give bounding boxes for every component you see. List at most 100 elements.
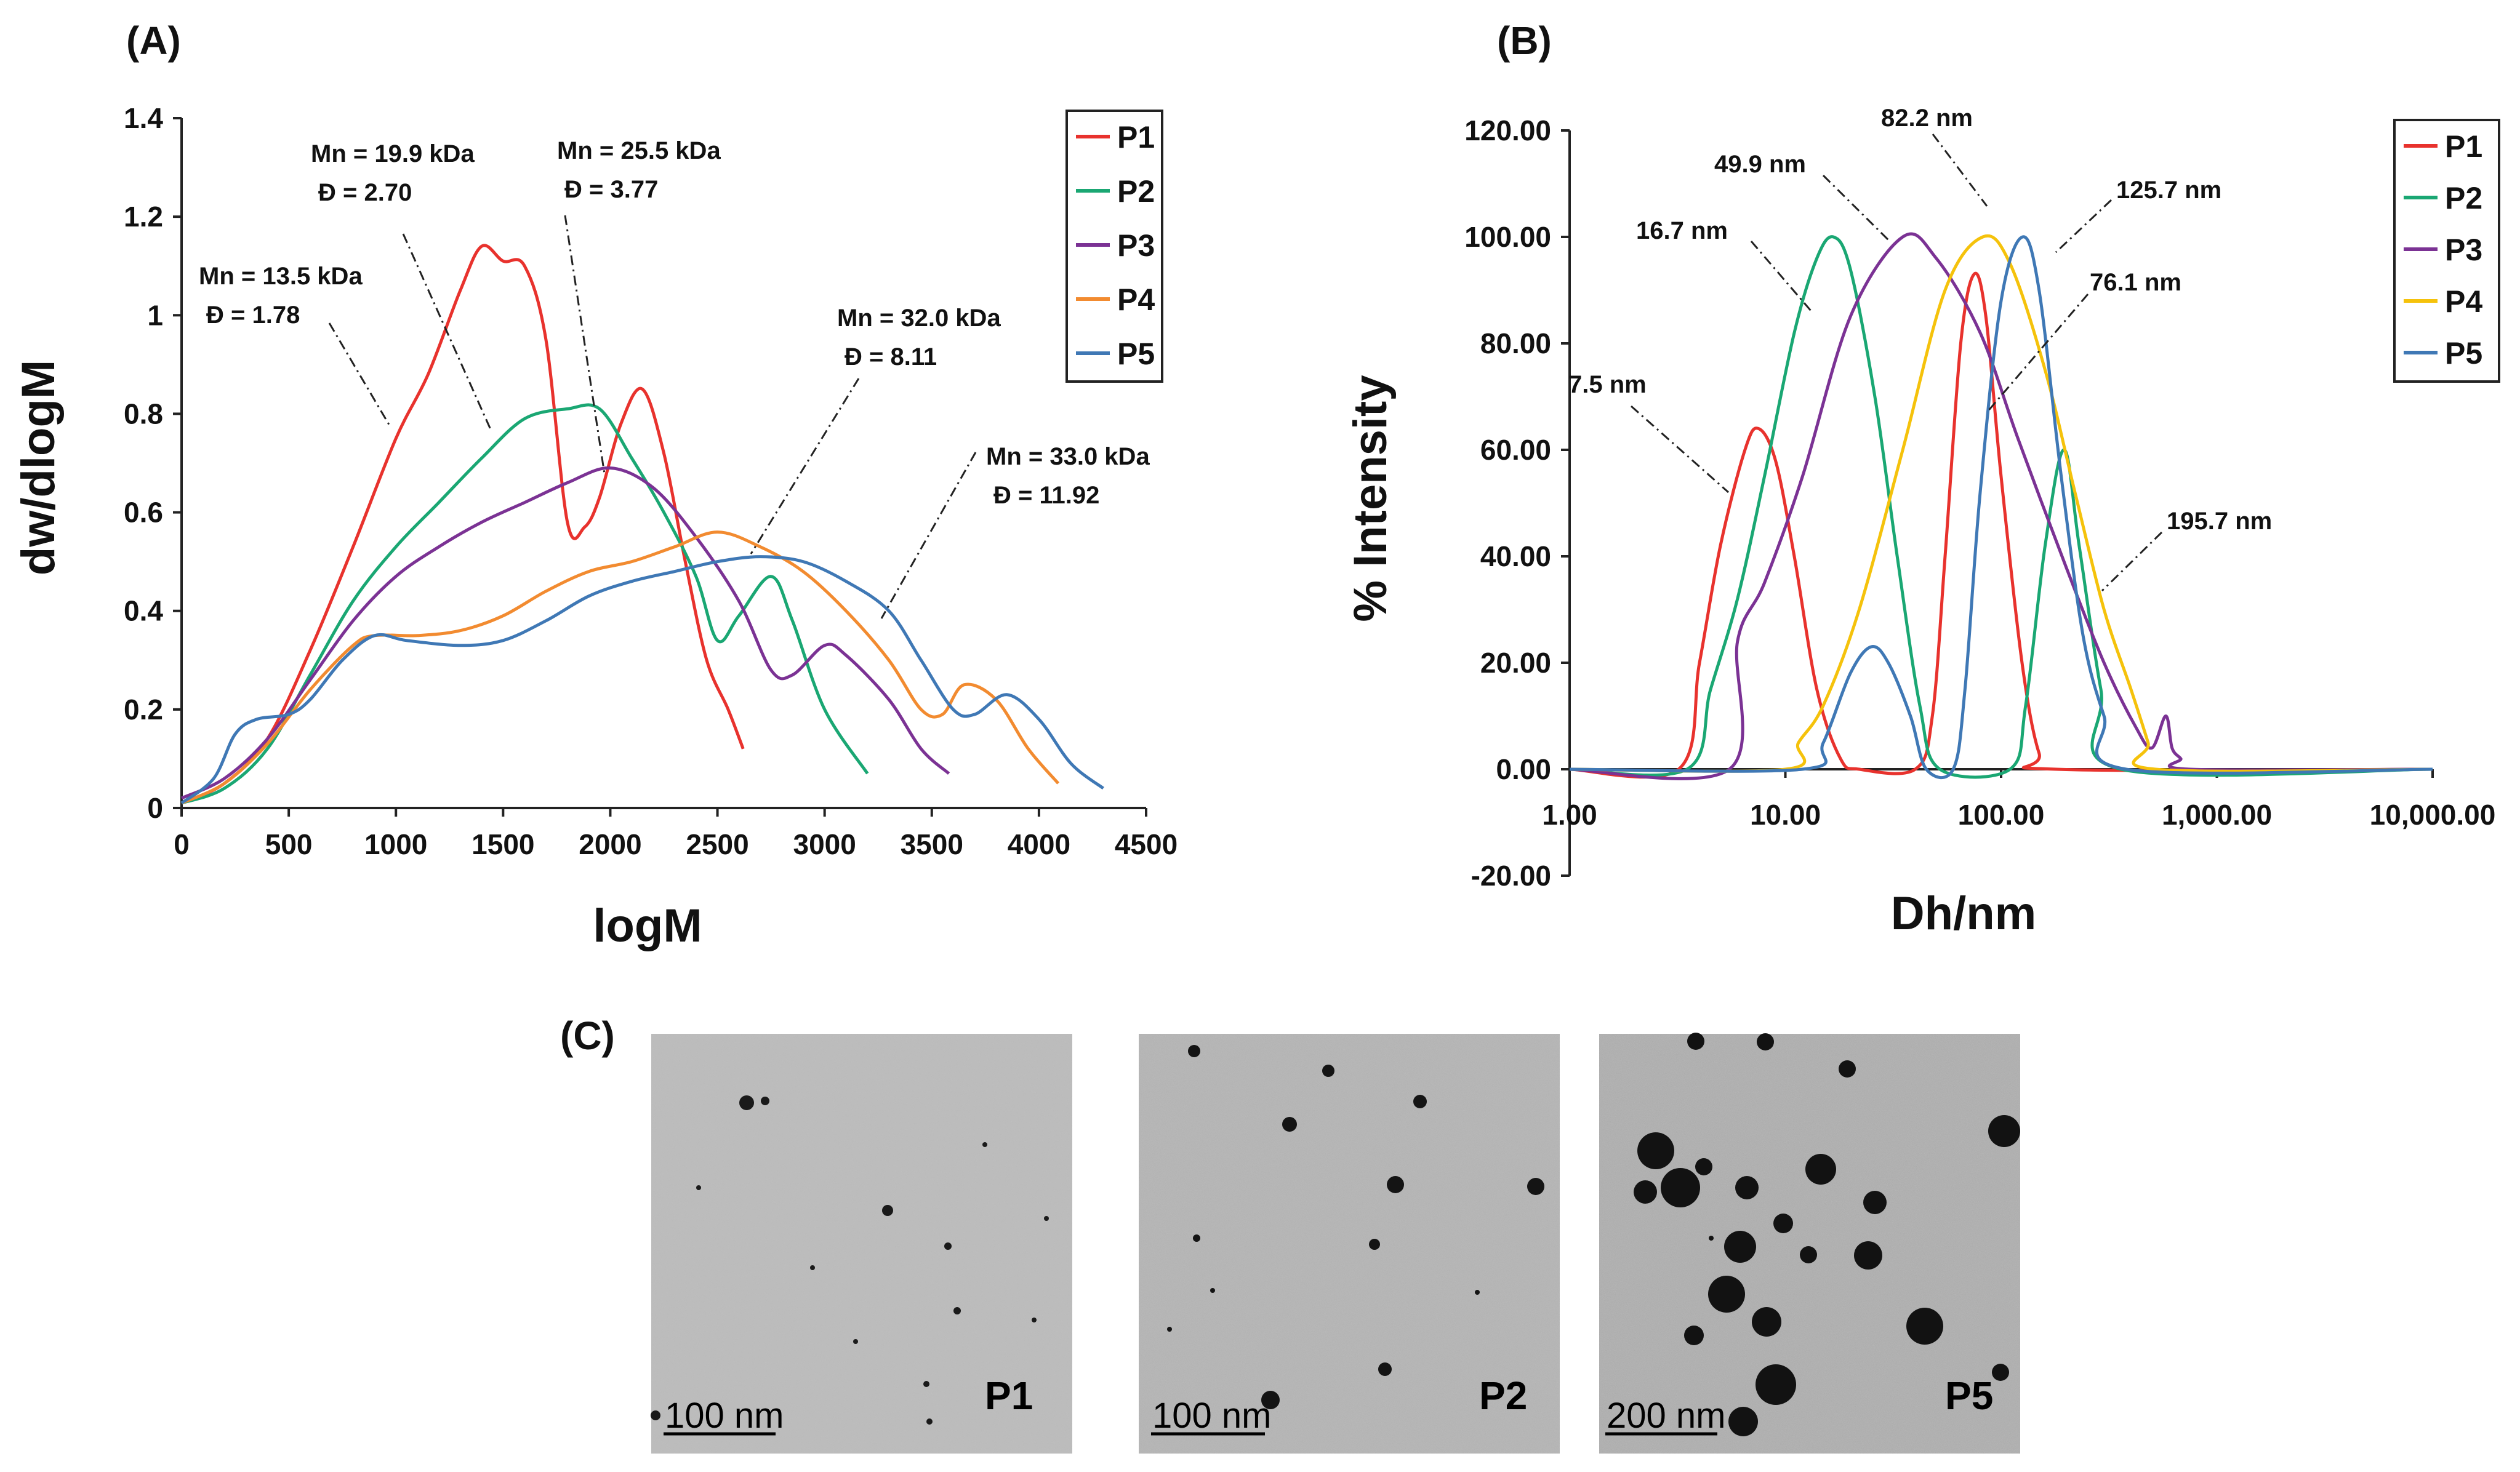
x-tick-label: 1.00 xyxy=(1542,799,1597,831)
panel-a: (A) 0 500 1000 1500 2000 2500 3000 3500 4000 4500… xyxy=(12,18,1178,952)
series-line-p2 xyxy=(181,403,869,805)
series-line-p1 xyxy=(180,244,745,805)
annotation-dispersity: Đ = 1.78 xyxy=(206,302,300,329)
scale-label: 100 nm xyxy=(665,1396,784,1436)
annotation-leader xyxy=(880,452,977,619)
x-tick-label: 4000 xyxy=(1008,828,1070,860)
y-tick-label: 120.00 xyxy=(1464,114,1551,146)
legend: P1 P2 P3 P4 P5 xyxy=(1065,110,1163,383)
chart-a-xlabel: logM xyxy=(593,900,702,952)
annotation-leader xyxy=(1932,134,1988,207)
y-tick-label: 0.8 xyxy=(124,398,163,430)
x-tick-label: 500 xyxy=(265,828,313,860)
annotation-leader xyxy=(2101,531,2163,592)
y-tick-label: 1.4 xyxy=(124,102,163,134)
panel-c: (C) 100 nm P1 xyxy=(560,1014,2020,1454)
annotation-dispersity: Đ = 2.70 xyxy=(318,179,412,206)
annotation: 82.2 nm xyxy=(1881,105,1988,207)
series-line-p2 xyxy=(1569,235,2433,779)
annotation-leader xyxy=(1750,241,1812,311)
annotation: Mn = 25.5 kDa Đ = 3.77 xyxy=(557,137,721,474)
tem-particles xyxy=(1167,1045,1544,1409)
series-line-p5 xyxy=(180,555,1104,805)
tem-grain xyxy=(1139,1034,1560,1454)
tem-image-p5: 200 nm P5 xyxy=(1599,1033,2020,1454)
x-tick-label: 100.00 xyxy=(1958,799,2045,831)
x-tick-label: 10.00 xyxy=(1750,799,1821,831)
annotation-leader xyxy=(564,215,606,474)
panel-b: (B) 1.00 10.00 100.00 1,000.00 10,000.00 -20.… xyxy=(1344,18,2500,940)
series-line-p3 xyxy=(1569,232,2433,780)
y-tick-label: -20.00 xyxy=(1471,860,1551,892)
y-tick-label: 0.2 xyxy=(124,694,163,726)
annotation-size: 16.7 nm xyxy=(1636,217,1728,244)
annotation-size: 125.7 nm xyxy=(2116,177,2221,204)
annotation-mn: Mn = 32.0 kDa xyxy=(837,305,1001,332)
annotation-mn: Mn = 13.5 kDa xyxy=(199,263,363,290)
annotation: 76.1 nm xyxy=(1986,269,2181,413)
legend-label: P2 xyxy=(2445,181,2482,215)
y-tick-label: 0.4 xyxy=(124,595,163,627)
x-tick-label: 3000 xyxy=(793,828,856,860)
annotation-size: 195.7 nm xyxy=(2167,508,2272,535)
legend-label: P1 xyxy=(2445,129,2482,164)
x-tick-label: 10,000.00 xyxy=(2370,799,2496,831)
series-line-p5 xyxy=(1569,235,2433,780)
annotation-dispersity: Đ = 11.92 xyxy=(993,482,1099,509)
annotation-size: 49.9 nm xyxy=(1714,151,1806,178)
x-tick-label: 4500 xyxy=(1115,828,1178,860)
tem-image-p2: 100 nm P2 xyxy=(1139,1034,1560,1454)
annotation-size: 82.2 nm xyxy=(1881,105,1973,132)
x-tick-label: 1000 xyxy=(364,828,427,860)
x-tick-label: 2000 xyxy=(579,828,641,860)
annotation-leader xyxy=(1631,405,1729,494)
annotation: Mn = 33.0 kDa Đ = 11.92 xyxy=(880,443,1150,619)
annotation: Mn = 19.9 kDa Đ = 2.70 xyxy=(311,140,492,431)
tem-grain xyxy=(651,1034,1072,1454)
annotation-mn: Mn = 25.5 kDa xyxy=(557,137,721,164)
y-tick-label: 20.00 xyxy=(1480,647,1551,679)
annotation: 125.7 nm xyxy=(2055,177,2221,254)
legend-label: P4 xyxy=(1117,282,1155,317)
annotation-size: 7.5 nm xyxy=(1568,371,1647,398)
chart-a-ylabel: dw/dlogM xyxy=(12,360,65,575)
y-tick-label: 80.00 xyxy=(1480,327,1551,359)
scale-label: 100 nm xyxy=(1152,1396,1271,1436)
sample-label: P1 xyxy=(985,1374,1033,1418)
series-line-p4 xyxy=(180,530,1060,805)
x-tick-label: 3500 xyxy=(901,828,963,860)
annotation: Mn = 13.5 kDa Đ = 1.78 xyxy=(199,263,390,425)
tem-image-p1: 100 nm P1 xyxy=(651,1034,1072,1454)
annotation-leader xyxy=(750,378,860,554)
annotation-mn: Mn = 19.9 kDa xyxy=(311,140,475,167)
legend-label: P4 xyxy=(2445,284,2482,319)
x-tick-label: 0 xyxy=(174,828,190,860)
annotation-dispersity: Đ = 8.11 xyxy=(845,343,937,370)
sample-label: P5 xyxy=(1945,1374,1993,1418)
chart-b: 1.00 10.00 100.00 1,000.00 10,000.00 -20.00 0.… xyxy=(1464,105,2500,892)
panel-a-label: (A) xyxy=(126,18,181,63)
legend: P1 P2 P3 P4 P5 xyxy=(2393,119,2500,383)
legend-label: P3 xyxy=(1117,228,1155,263)
tem-particles xyxy=(651,1095,1049,1425)
panel-c-label: (C) xyxy=(560,1014,615,1058)
annotation-leader xyxy=(328,322,390,425)
y-tick-label: 60.00 xyxy=(1480,434,1551,466)
chart-a: 0 500 1000 1500 2000 2500 3000 3500 4000 4500 0 0.2… xyxy=(124,102,1178,860)
series-line-p4 xyxy=(1569,234,2433,773)
y-tick-label: 100.00 xyxy=(1464,221,1551,253)
y-tick-label: 0 xyxy=(147,792,163,824)
series-line-p1 xyxy=(1569,271,2433,779)
x-tick-label: 1,000.00 xyxy=(2162,799,2272,831)
annotation-dispersity: Đ = 3.77 xyxy=(564,176,658,203)
legend-label: P5 xyxy=(1117,337,1155,371)
y-tick-label: 1.2 xyxy=(124,201,163,233)
annotation: 7.5 nm xyxy=(1568,371,1729,494)
legend-label: P5 xyxy=(2445,336,2482,370)
scale-label: 200 nm xyxy=(1607,1396,1725,1436)
panel-b-label: (B) xyxy=(1497,18,1552,63)
y-tick-label: 0.00 xyxy=(1496,753,1551,785)
annotation-leader xyxy=(1822,174,1890,241)
annotation-leader xyxy=(1986,294,2089,413)
